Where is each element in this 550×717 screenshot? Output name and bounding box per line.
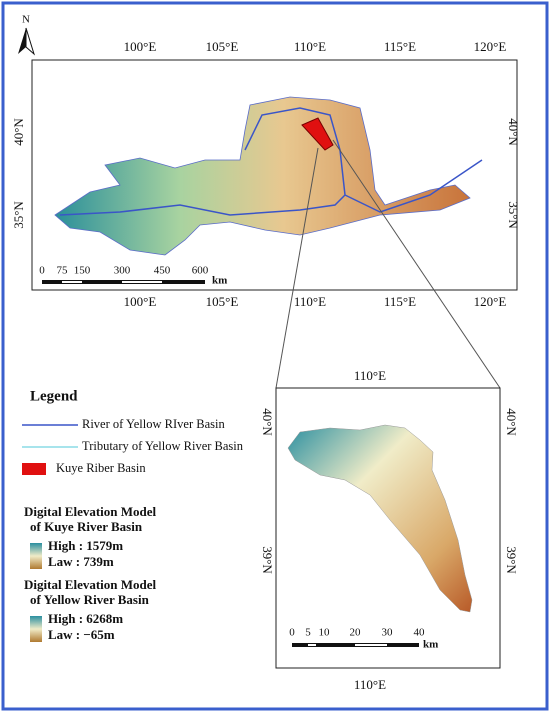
legend-dem-title: of Yellow River Basin (30, 592, 150, 607)
top-label: 110°E (294, 39, 326, 54)
legend-dem-high: High : 1579m (48, 538, 123, 553)
legend-kuye (22, 463, 46, 475)
inset-left-label: 39°N (260, 546, 275, 574)
bottom-label: 115°E (384, 294, 416, 309)
connector (332, 139, 501, 389)
legend-dem-low: Law : 739m (48, 554, 114, 569)
inset-top-label: 110°E (354, 368, 386, 383)
yellow-river-basin (54, 96, 471, 256)
north-label: N (22, 14, 30, 26)
bottom-label: 100°E (124, 294, 157, 309)
legend-title: Legend (30, 388, 78, 404)
legend-dem-title: of Kuye River Basin (30, 519, 143, 534)
left-label: 35°N (11, 201, 26, 229)
inset-scale-label: 30 (382, 627, 394, 639)
top-label: 120°E (474, 39, 507, 54)
inset-scale-unit: km (423, 639, 438, 651)
top-label: 100°E (124, 39, 157, 54)
inset-scale-label: 20 (350, 627, 362, 639)
top-label: 105°E (206, 39, 239, 54)
inset-right-label: 40°N (504, 408, 519, 436)
right-label: 40°N (506, 118, 521, 146)
legend-item: River of Yellow RIver Basin (82, 417, 225, 431)
inset-scale-label: 5 (305, 627, 311, 639)
bottom-label: 105°E (206, 294, 239, 309)
yellow-river (59, 107, 483, 216)
inset-scale-label: 0 (289, 627, 295, 639)
kuye-basin (301, 117, 334, 151)
inset-scale-bar (292, 643, 419, 647)
inset-left-label: 40°N (260, 408, 275, 436)
legend-dem-title: Digital Elevation Model (24, 577, 157, 592)
legend-dem-swatch (30, 616, 42, 642)
scale-label: 150 (74, 265, 91, 277)
scale-label: 450 (154, 265, 171, 277)
scale-label: 0 (39, 265, 45, 277)
scale-label: 75 (57, 265, 69, 277)
legend-item: Kuye Riber Basin (56, 461, 146, 475)
inset-scale-label: 10 (319, 627, 331, 639)
top-label: 115°E (384, 39, 416, 54)
main-scale-bar (42, 280, 205, 284)
bottom-label: 120°E (474, 294, 507, 309)
kuye-basin-dem (287, 424, 473, 613)
scale-label: 300 (114, 265, 131, 277)
right-label: 35°N (506, 201, 521, 229)
bottom-label: 110°E (294, 294, 326, 309)
legend-dem-low: Law : −65m (48, 627, 115, 642)
scale-unit: km (212, 275, 227, 287)
legend-item: Tributary of Yellow River Basin (82, 439, 244, 453)
connector (275, 147, 319, 389)
north-arrow (25, 27, 35, 56)
scale-label: 600 (192, 265, 209, 277)
inset-scale-label: 40 (414, 627, 426, 639)
north-arrow (18, 28, 26, 54)
inset-right-label: 39°N (504, 546, 519, 574)
inset-bottom-label: 110°E (354, 677, 386, 692)
left-label: 40°N (11, 118, 26, 146)
legend-dem-high: High : 6268m (48, 611, 123, 626)
legend-dem-title: Digital Elevation Model (24, 504, 157, 519)
legend-dem-swatch (30, 543, 42, 569)
